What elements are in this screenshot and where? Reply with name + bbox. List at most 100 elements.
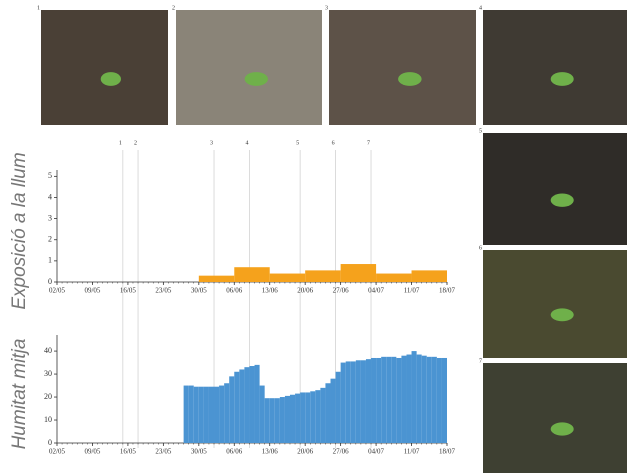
bar (300, 392, 306, 443)
bar (371, 357, 377, 443)
event-label: 1 (119, 140, 122, 146)
bar (198, 386, 204, 443)
x-tick-label: 06/06 (226, 448, 242, 456)
bar (376, 273, 412, 282)
bar (381, 356, 387, 443)
bar (355, 360, 361, 443)
y-tick-label: 0 (48, 277, 52, 286)
x-tick-label: 18/07 (439, 448, 455, 456)
bar (234, 371, 240, 443)
bar (224, 383, 230, 443)
x-tick-label: 09/05 (84, 448, 100, 456)
event-label: 5 (296, 140, 299, 146)
bar (411, 351, 417, 443)
x-tick-label: 09/05 (84, 287, 100, 295)
x-tick-label: 23/05 (155, 287, 171, 295)
bar (401, 355, 407, 443)
bar (269, 398, 275, 443)
plant (550, 72, 574, 86)
bar (365, 359, 372, 443)
x-tick-label: 27/06 (333, 448, 349, 456)
plant (550, 193, 574, 207)
bar (315, 390, 321, 443)
event-label: 2 (134, 140, 137, 146)
y-tick-label: 10 (44, 415, 52, 424)
x-tick-label: 16/05 (120, 287, 136, 295)
x-tick-label: 06/06 (226, 287, 242, 295)
bar (426, 356, 432, 443)
x-tick-label: 02/05 (49, 448, 65, 456)
event-label: 4 (245, 140, 248, 146)
bar (284, 395, 290, 443)
bar (441, 357, 447, 443)
bar (264, 398, 270, 443)
x-tick-label: 11/07 (404, 448, 420, 456)
bar (386, 356, 392, 443)
bar (188, 385, 194, 443)
plant (550, 308, 574, 322)
photo-number: 3 (325, 5, 328, 11)
event-label: 7 (367, 140, 370, 146)
x-tick-label: 23/05 (155, 448, 171, 456)
bar (360, 360, 366, 443)
y-tick-label: 30 (44, 369, 52, 378)
bar (214, 386, 220, 443)
bar (229, 376, 235, 443)
x-tick-label: 13/06 (262, 287, 278, 295)
bar (219, 385, 225, 443)
y-tick-label: 1 (48, 256, 52, 265)
y-tick-label: 20 (44, 392, 52, 401)
bar (208, 386, 215, 443)
x-tick-label: 04/07 (368, 287, 384, 295)
bar (396, 357, 402, 443)
photo-number: 5 (479, 128, 482, 134)
x-tick-label: 04/07 (368, 448, 384, 456)
bar (406, 354, 412, 443)
bar (259, 385, 265, 443)
bar (274, 398, 280, 443)
x-tick-label: 13/06 (262, 448, 278, 456)
plant (398, 72, 422, 86)
photo (483, 250, 627, 358)
bar (203, 386, 209, 443)
bar (340, 264, 377, 282)
bar (376, 357, 382, 443)
x-tick-label: 27/06 (333, 287, 349, 295)
bar (244, 367, 250, 443)
y-tick-label: 5 (48, 171, 52, 180)
bar (340, 362, 346, 443)
bar (320, 387, 326, 443)
bar (345, 361, 351, 443)
bar (325, 383, 331, 443)
x-tick-label: 16/05 (120, 448, 136, 456)
y-tick-label: 0 (48, 438, 52, 447)
bar (254, 364, 260, 443)
plant (550, 422, 574, 436)
bar (269, 273, 306, 282)
bar (305, 270, 341, 282)
bar (289, 394, 296, 443)
bar (330, 378, 336, 443)
photo-number: 7 (479, 358, 482, 364)
y-axis-title: Exposició a la llum (9, 152, 30, 309)
bar (234, 267, 270, 282)
bar (436, 357, 442, 443)
bar (183, 385, 189, 443)
photo (176, 10, 322, 125)
plant (100, 72, 122, 86)
bar (335, 371, 341, 443)
bar (249, 366, 255, 443)
x-tick-label: 20/06 (297, 448, 313, 456)
x-tick-label: 11/07 (404, 287, 420, 295)
x-tick-label: 30/05 (191, 287, 207, 295)
photo-number: 2 (172, 5, 175, 11)
bar (350, 361, 356, 443)
x-tick-label: 02/05 (49, 287, 65, 295)
bar (416, 354, 422, 443)
x-tick-label: 18/07 (439, 287, 455, 295)
y-axis-title: Humitat mitja (9, 339, 30, 450)
bar (295, 393, 301, 443)
bar (421, 355, 427, 443)
